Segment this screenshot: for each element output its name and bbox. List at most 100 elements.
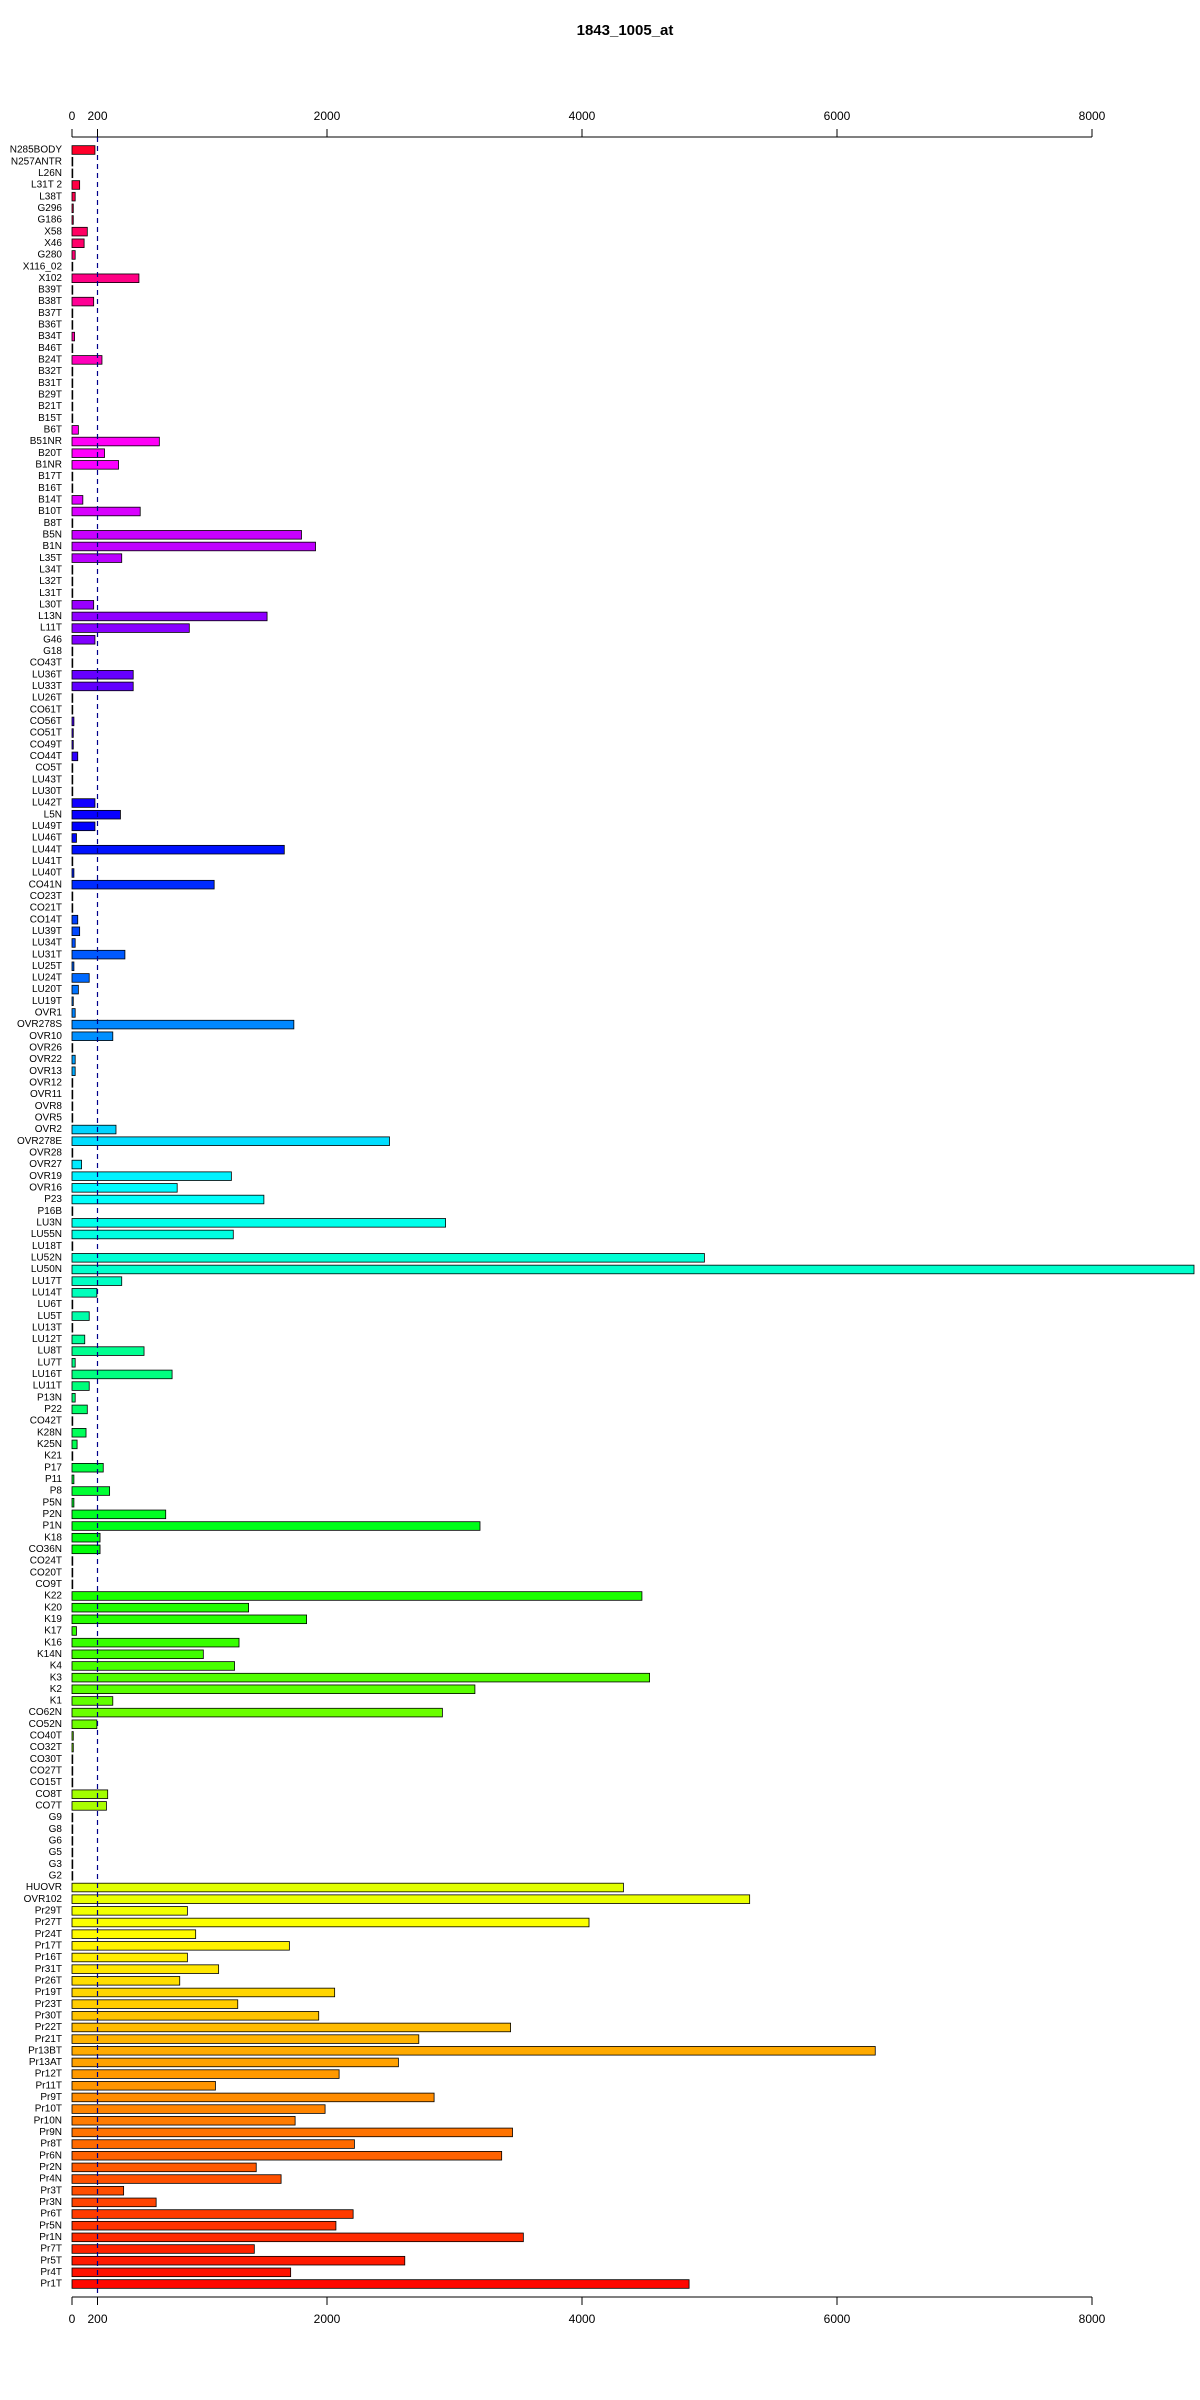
bar bbox=[71, 1871, 74, 1881]
bar bbox=[71, 1929, 197, 1939]
bar bbox=[71, 1532, 101, 1543]
category-label: B37T bbox=[38, 308, 62, 319]
category-label: K17 bbox=[44, 1626, 62, 1637]
bar bbox=[71, 1299, 74, 1310]
category-label: L38T bbox=[39, 191, 62, 202]
bar bbox=[71, 530, 302, 540]
category-label: OVR13 bbox=[29, 1066, 62, 1077]
category-label: OVR5 bbox=[35, 1113, 63, 1124]
category-label: OVR278E bbox=[17, 1136, 62, 1147]
bar bbox=[71, 273, 140, 283]
bar bbox=[71, 2151, 503, 2161]
category-label: CO5T bbox=[35, 763, 62, 774]
bar bbox=[71, 635, 96, 645]
category-label: CO40T bbox=[30, 1731, 62, 1742]
category-label: P16B bbox=[38, 1206, 63, 1217]
bar bbox=[71, 1789, 109, 1799]
category-label: OVR10 bbox=[29, 1031, 62, 1042]
bar bbox=[71, 868, 75, 878]
bar bbox=[71, 1066, 76, 1076]
category-label: X58 bbox=[44, 226, 62, 237]
bar bbox=[71, 1089, 74, 1100]
bar bbox=[71, 798, 96, 808]
category-label: L5N bbox=[44, 809, 62, 820]
category-label: Pr2N bbox=[39, 2162, 62, 2173]
bar bbox=[71, 1999, 239, 2009]
bar bbox=[71, 2209, 354, 2219]
bar bbox=[71, 180, 81, 190]
category-label: K21 bbox=[44, 1451, 62, 1462]
category-label: B24T bbox=[38, 355, 62, 366]
bar bbox=[71, 1241, 74, 1251]
category-label: LU3N bbox=[36, 1217, 62, 1228]
category-label: LU19T bbox=[32, 996, 62, 1007]
bar bbox=[71, 2162, 257, 2173]
category-label: LU13T bbox=[32, 1322, 62, 1333]
bar bbox=[71, 238, 85, 249]
category-label: B14T bbox=[38, 494, 62, 505]
category-label: LU39T bbox=[32, 926, 62, 937]
bar bbox=[71, 1218, 446, 1228]
bar bbox=[71, 2069, 340, 2079]
x-tick-label: 8000 bbox=[1079, 109, 1106, 123]
bar bbox=[71, 378, 74, 388]
bar bbox=[71, 1159, 82, 1170]
category-label: OVR12 bbox=[29, 1078, 62, 1089]
bar bbox=[71, 1731, 74, 1741]
bar bbox=[71, 1591, 643, 1601]
category-label: G186 bbox=[38, 215, 63, 226]
category-label: CO9T bbox=[35, 1579, 62, 1590]
category-label: L13N bbox=[38, 611, 62, 622]
category-label: Pr29T bbox=[35, 1905, 62, 1916]
category-label: P1N bbox=[43, 1521, 62, 1532]
category-label: B17T bbox=[38, 471, 62, 482]
bar bbox=[71, 2034, 420, 2044]
x-tick-label: 0 bbox=[69, 109, 76, 123]
bar bbox=[71, 1439, 78, 1450]
category-label: B1N bbox=[43, 541, 62, 552]
category-label: OVR8 bbox=[35, 1101, 63, 1112]
category-label: CO36N bbox=[29, 1544, 62, 1555]
bar bbox=[71, 1941, 290, 1951]
category-label: LU20T bbox=[32, 984, 62, 995]
category-label: OVR19 bbox=[29, 1171, 62, 1182]
category-label: CO24T bbox=[30, 1556, 62, 1567]
bar bbox=[71, 623, 190, 633]
bar bbox=[71, 751, 79, 762]
bar bbox=[71, 2046, 876, 2056]
bar bbox=[71, 250, 76, 260]
category-label: LU24T bbox=[32, 973, 62, 984]
category-label: G3 bbox=[49, 1859, 63, 1870]
bar bbox=[71, 261, 74, 272]
x-tick-label: 200 bbox=[87, 109, 107, 123]
x-tick-label: 0 bbox=[69, 2312, 76, 2326]
category-label: LU25T bbox=[32, 961, 62, 972]
bar bbox=[71, 1544, 101, 1555]
bar bbox=[71, 495, 84, 505]
category-label: X116_02 bbox=[23, 261, 63, 272]
bar bbox=[71, 1952, 188, 1963]
bar bbox=[71, 1602, 249, 1613]
category-label: G5 bbox=[49, 1847, 63, 1858]
bar bbox=[71, 553, 123, 563]
bar bbox=[71, 763, 74, 773]
bar bbox=[71, 1766, 74, 1776]
bar bbox=[71, 1859, 74, 1869]
category-label: B32T bbox=[38, 366, 62, 377]
bar bbox=[71, 1917, 590, 1928]
bar bbox=[71, 1078, 74, 1088]
bar bbox=[71, 809, 121, 820]
bar bbox=[71, 1661, 235, 1671]
bar bbox=[71, 541, 316, 552]
category-label: OVR26 bbox=[29, 1043, 62, 1054]
category-label: G296 bbox=[38, 203, 63, 214]
category-label: LU41T bbox=[32, 856, 62, 867]
bar bbox=[71, 1253, 705, 1263]
bar bbox=[71, 1113, 74, 1123]
bar bbox=[71, 670, 134, 680]
category-label: Pr27T bbox=[35, 1917, 62, 1928]
bar bbox=[71, 774, 74, 785]
category-label: B51NR bbox=[30, 436, 62, 447]
bar bbox=[71, 1334, 86, 1345]
